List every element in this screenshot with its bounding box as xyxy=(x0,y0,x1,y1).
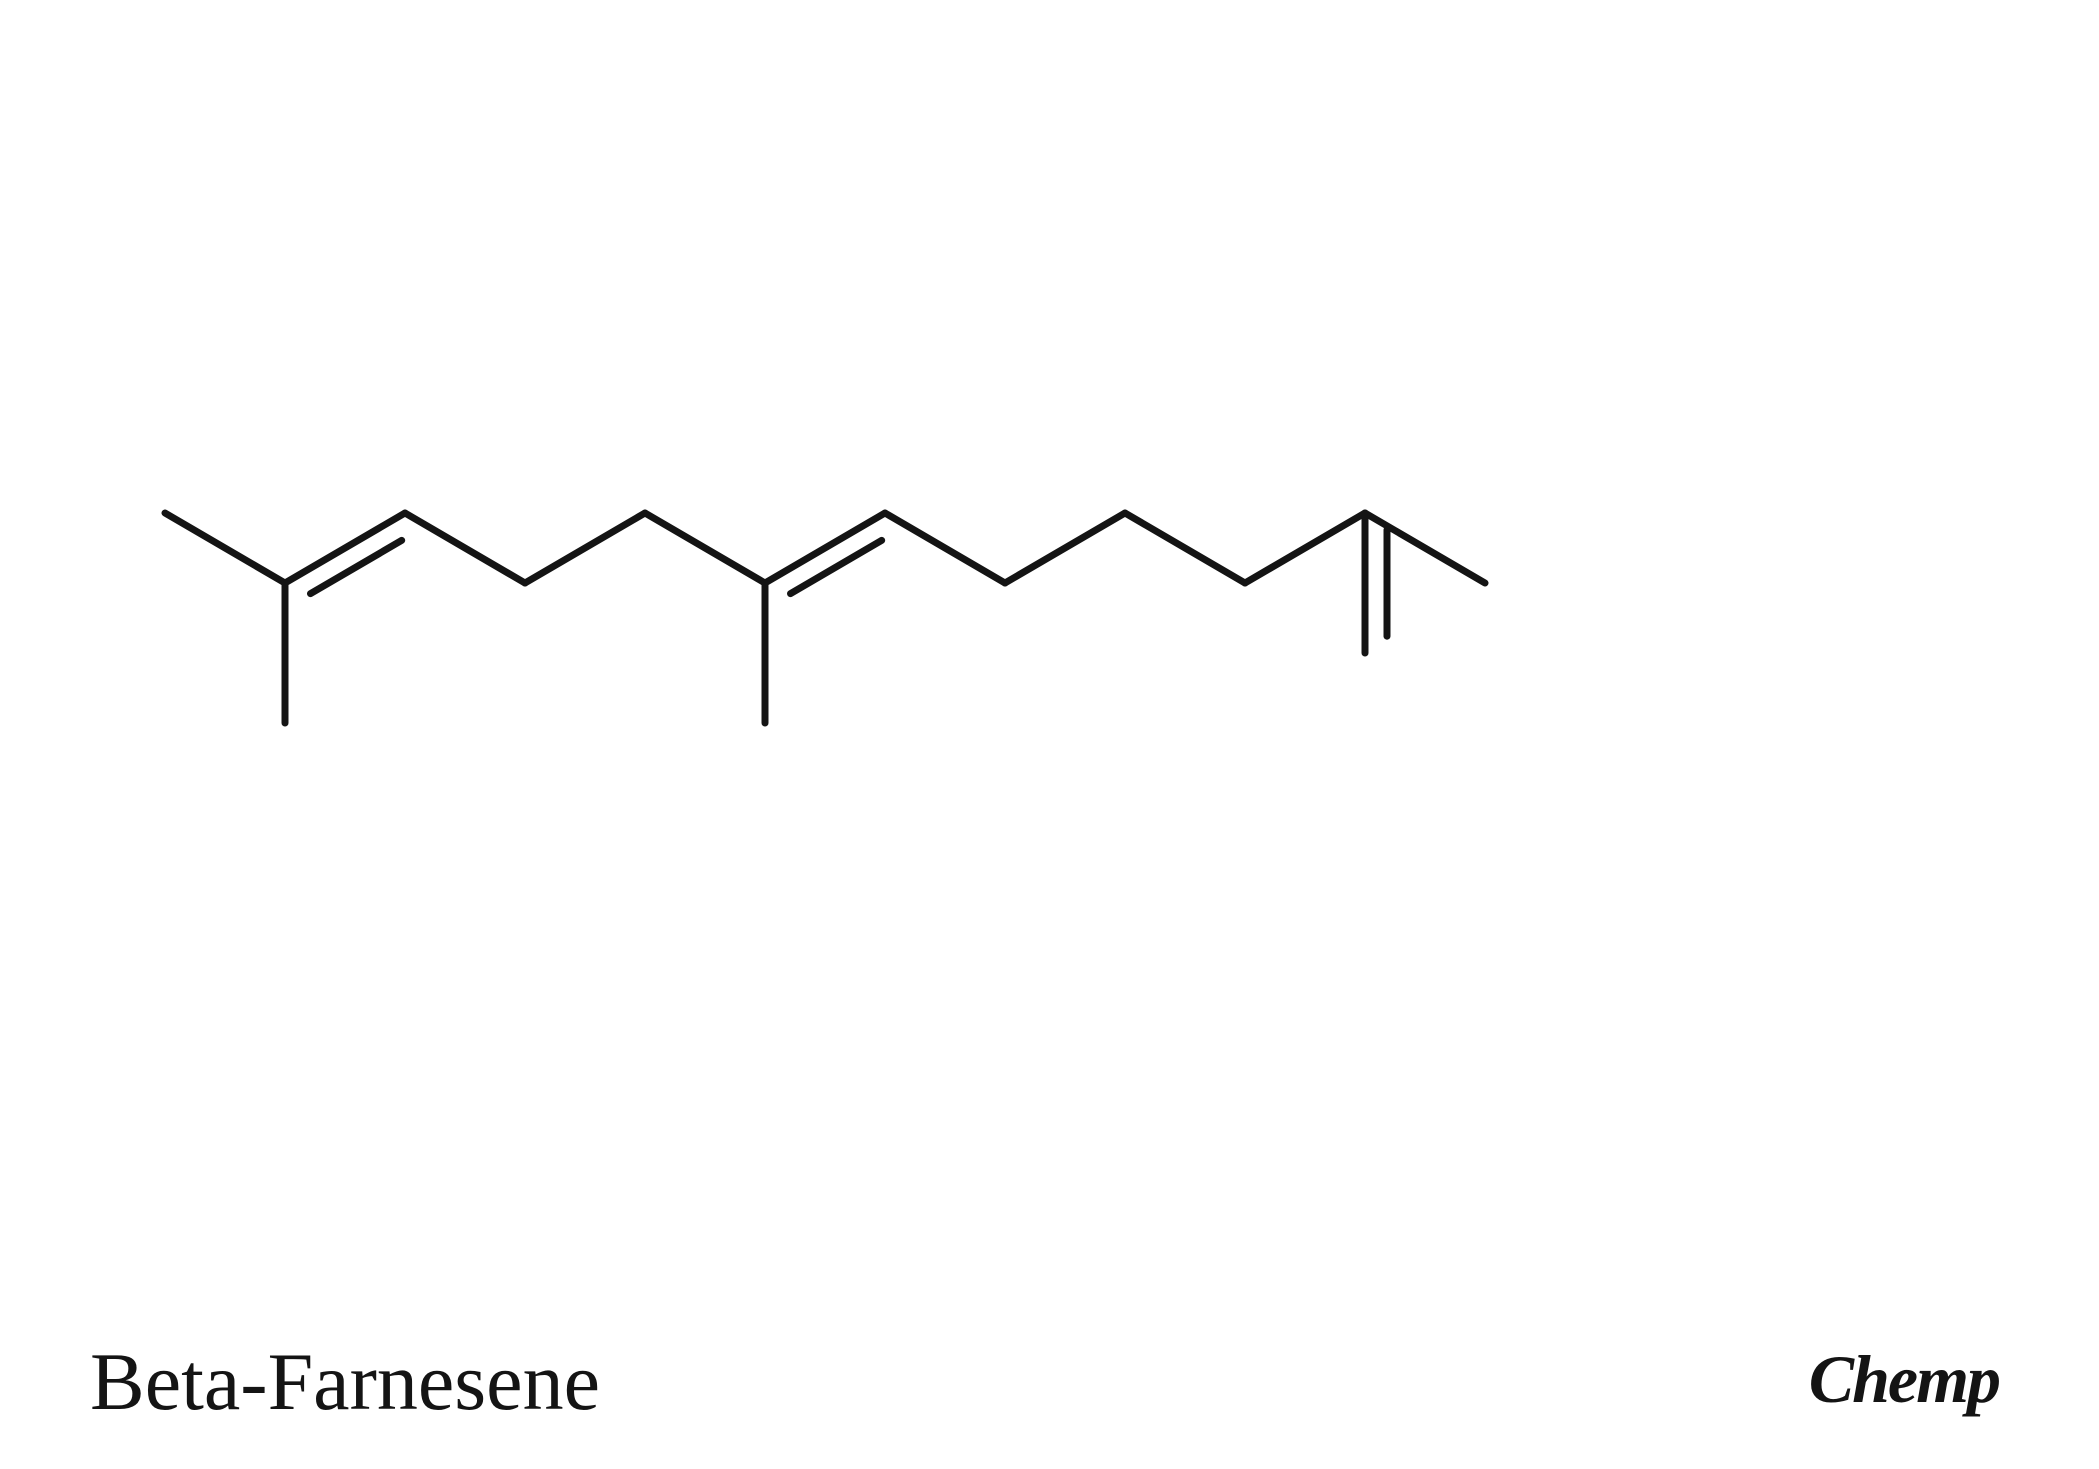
brand-logo: Chemp xyxy=(1809,1340,1999,1419)
diagram-canvas: Beta-Farnesene Chemp xyxy=(0,0,2099,1469)
compound-name-label: Beta-Farnesene xyxy=(90,1335,600,1429)
molecule-structure xyxy=(0,0,2099,1469)
